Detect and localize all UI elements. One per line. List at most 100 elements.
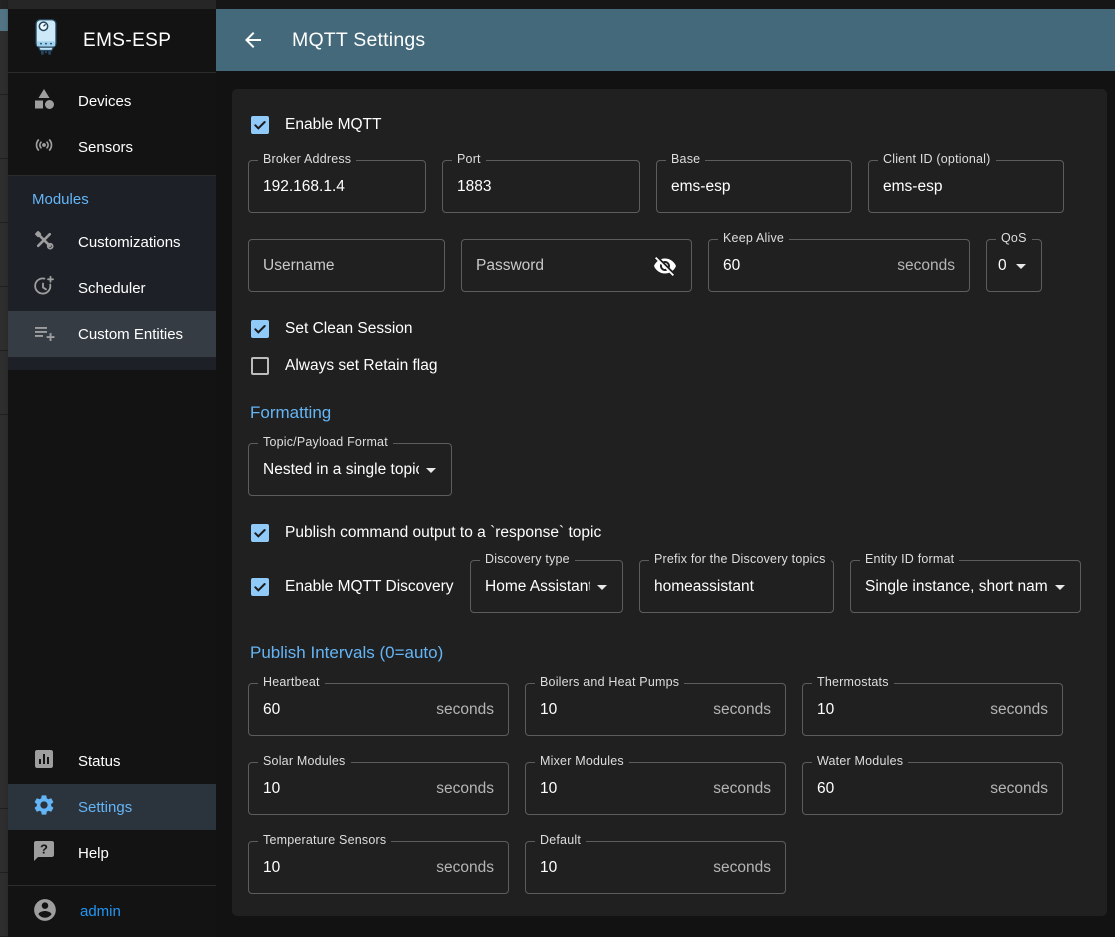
- sidebar-bottom-group: Status Settings ? Help admin: [8, 738, 216, 937]
- retain-flag-checkbox[interactable]: [251, 357, 269, 375]
- check-icon: [254, 325, 266, 334]
- edge-segment: [0, 95, 8, 159]
- field-value: ems-esp: [671, 177, 731, 195]
- default-interval-field[interactable]: Default 10 seconds: [525, 833, 786, 894]
- modules-subheader: Modules: [32, 191, 89, 208]
- chevron-down-icon: [597, 584, 607, 590]
- sidebar-modules-section: Modules Customizations: [8, 176, 216, 370]
- topic-format-select[interactable]: Topic/Payload Format Nested in a single …: [248, 435, 452, 496]
- sidebar-item-devices[interactable]: Devices: [8, 78, 216, 124]
- password-field[interactable]: Password: [461, 239, 692, 292]
- broker-address-field[interactable]: Broker Address 192.168.1.4: [248, 152, 426, 213]
- field-label: Broker Address: [258, 152, 357, 166]
- checkbox-label[interactable]: Enable MQTT Discovery: [285, 577, 454, 595]
- bar-chart-icon: [32, 747, 56, 775]
- sidebar-item-settings[interactable]: Settings: [8, 784, 216, 830]
- water-interval-field[interactable]: Water Modules 60 seconds: [802, 754, 1063, 815]
- edge-segment: [0, 223, 8, 287]
- heartbeat-interval-field[interactable]: Heartbeat 60 seconds: [248, 675, 509, 736]
- field-label: Keep Alive: [718, 231, 790, 245]
- field-value: 10: [540, 700, 558, 718]
- check-icon: [254, 529, 266, 538]
- field-value: 60: [723, 256, 741, 274]
- field-label: QoS: [996, 231, 1032, 245]
- broker-fields-row: Broker Address 192.168.1.4 Port 1883 Bas…: [248, 152, 1091, 213]
- edge-segment: [0, 31, 8, 95]
- playlist-add-icon: [32, 320, 56, 348]
- main-area: MQTT Settings Enable MQTT Broker Address…: [216, 0, 1115, 937]
- sidebar-user-admin[interactable]: admin: [8, 886, 216, 937]
- sidebar-item-label: Sensors: [78, 138, 134, 156]
- publish-response-row[interactable]: Publish command output to a `response` t…: [248, 524, 1091, 542]
- sidebar-item-sensors[interactable]: Sensors: [8, 124, 216, 170]
- field-suffix: seconds: [713, 779, 771, 797]
- retain-flag-row[interactable]: Always set Retain flag: [248, 357, 1091, 375]
- mqtt-discovery-row[interactable]: Enable MQTT Discovery: [248, 577, 454, 596]
- svg-text:?: ?: [40, 842, 48, 857]
- chevron-down-icon: [1055, 584, 1065, 590]
- checkbox-label[interactable]: Publish command output to a `response` t…: [285, 524, 602, 541]
- enable-mqtt-checkbox[interactable]: [251, 116, 269, 134]
- field-label: Solar Modules: [258, 754, 351, 768]
- sidebar-item-customizations[interactable]: Customizations: [8, 219, 216, 265]
- discovery-type-select[interactable]: Discovery type Home Assistant: [470, 552, 623, 613]
- field-suffix: seconds: [990, 700, 1048, 718]
- sidebar-item-help[interactable]: ? Help: [8, 830, 216, 876]
- field-value: homeassistant: [654, 577, 754, 595]
- discovery-prefix-field[interactable]: Prefix for the Discovery topics homeassi…: [639, 552, 834, 613]
- field-suffix: seconds: [713, 700, 771, 718]
- mqtt-discovery-checkbox[interactable]: [251, 577, 269, 596]
- port-field[interactable]: Port 1883: [442, 152, 640, 213]
- sidebar-item-custom-entities[interactable]: Custom Entities: [8, 311, 216, 357]
- back-button[interactable]: [241, 28, 265, 52]
- visibility-off-icon[interactable]: [653, 254, 677, 278]
- base-field[interactable]: Base ems-esp: [656, 152, 852, 213]
- clean-session-row[interactable]: Set Clean Session: [248, 320, 1091, 338]
- user-label: admin: [80, 903, 121, 920]
- field-label: Entity ID format: [860, 552, 960, 566]
- keep-alive-field[interactable]: Keep Alive 60 seconds: [708, 231, 970, 292]
- select-value: Single instance, short name: [865, 577, 1048, 595]
- edge-segment: [0, 351, 8, 415]
- field-label: Port: [452, 152, 486, 166]
- field-placeholder: Username: [263, 256, 335, 274]
- mqtt-settings-panel: Enable MQTT Broker Address 192.168.1.4 P…: [232, 89, 1107, 916]
- app-logo-row: EMS-ESP: [8, 9, 216, 72]
- checkbox-label[interactable]: Enable MQTT: [285, 116, 382, 133]
- field-value: 10: [540, 858, 558, 876]
- field-label: Topic/Payload Format: [258, 435, 393, 449]
- qos-select[interactable]: QoS 0: [986, 231, 1042, 292]
- client-id-field[interactable]: Client ID (optional) ems-esp: [868, 152, 1064, 213]
- formatting-heading: Formatting: [250, 403, 332, 422]
- temperature-interval-field[interactable]: Temperature Sensors 10 seconds: [248, 833, 509, 894]
- username-field[interactable]: Username: [248, 239, 445, 292]
- app-bar: MQTT Settings: [216, 9, 1115, 71]
- sidebar-item-scheduler[interactable]: Scheduler: [8, 265, 216, 311]
- mixer-interval-field[interactable]: Mixer Modules 10 seconds: [525, 754, 786, 815]
- topic-format-row: Topic/Payload Format Nested in a single …: [248, 435, 1091, 496]
- divider: [8, 175, 216, 176]
- sidebar-item-label: Status: [78, 752, 121, 770]
- enable-mqtt-row[interactable]: Enable MQTT: [248, 116, 1091, 134]
- field-label: Heartbeat: [258, 675, 325, 689]
- clean-session-checkbox[interactable]: [251, 320, 269, 338]
- boilers-interval-field[interactable]: Boilers and Heat Pumps 10 seconds: [525, 675, 786, 736]
- page-title: MQTT Settings: [292, 28, 426, 51]
- field-label: Boilers and Heat Pumps: [535, 675, 685, 689]
- construction-icon: [32, 228, 56, 256]
- select-value: 0: [998, 256, 1007, 274]
- sensors-icon: [32, 133, 56, 161]
- chevron-down-icon: [426, 467, 436, 473]
- sidebar-item-status[interactable]: Status: [8, 738, 216, 784]
- publish-response-checkbox[interactable]: [251, 524, 269, 542]
- entity-id-format-select[interactable]: Entity ID format Single instance, short …: [850, 552, 1081, 613]
- clock-plus-icon: [32, 274, 56, 302]
- sidebar-item-label: Scheduler: [78, 279, 146, 297]
- edge-segment: [0, 159, 8, 223]
- checkbox-label[interactable]: Set Clean Session: [285, 320, 413, 337]
- field-label: Water Modules: [812, 754, 909, 768]
- thermostats-interval-field[interactable]: Thermostats 10 seconds: [802, 675, 1063, 736]
- checkbox-label[interactable]: Always set Retain flag: [285, 357, 438, 374]
- solar-interval-field[interactable]: Solar Modules 10 seconds: [248, 754, 509, 815]
- field-value: 10: [263, 858, 281, 876]
